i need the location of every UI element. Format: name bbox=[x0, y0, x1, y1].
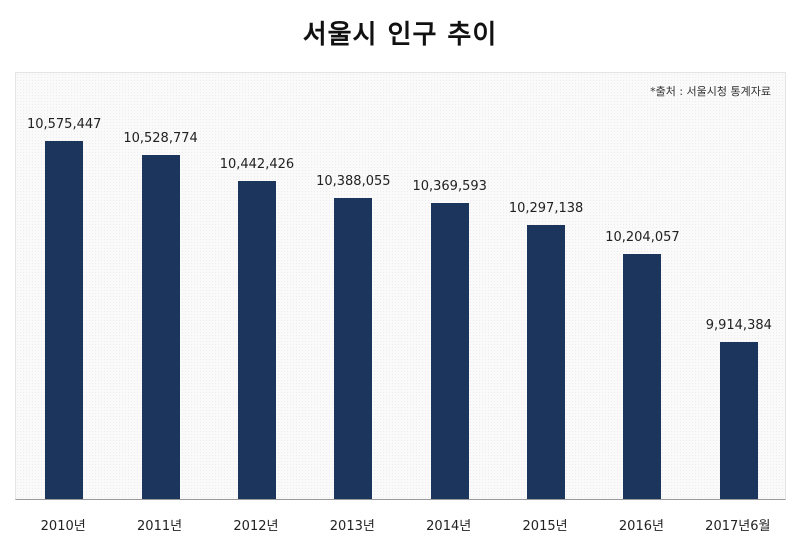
bar bbox=[237, 181, 276, 499]
bar bbox=[45, 140, 84, 499]
data-label: 10,388,055 bbox=[316, 173, 391, 189]
data-label: 10,369,593 bbox=[412, 179, 487, 195]
source-note: *출처 : 서울시청 통계자료 bbox=[650, 85, 771, 98]
chart-title: 서울시 인구 추이 bbox=[302, 20, 498, 50]
data-label: 10,528,774 bbox=[123, 130, 198, 146]
bar bbox=[141, 154, 180, 499]
bar bbox=[430, 203, 469, 499]
bar bbox=[623, 253, 662, 499]
plot-area: *출처 : 서울시청 통계자료 10,575,447 10,528,774 10,4… bbox=[15, 72, 786, 500]
data-label: 9,914,384 bbox=[705, 318, 772, 334]
x-tick-label: 2010년 bbox=[40, 519, 86, 534]
data-label: 10,204,057 bbox=[605, 229, 680, 245]
x-tick-label: 2011년 bbox=[137, 519, 183, 534]
bar bbox=[527, 225, 566, 499]
x-tick-label: 2014년 bbox=[426, 519, 472, 534]
x-tick-label: 2012년 bbox=[233, 519, 279, 534]
data-label: 10,575,447 bbox=[26, 116, 102, 132]
bar bbox=[334, 197, 373, 499]
data-label: 10,297,138 bbox=[508, 201, 584, 217]
bar bbox=[719, 342, 758, 499]
x-tick-label: 2015년 bbox=[522, 519, 568, 534]
x-tick-label: 2017년6월 bbox=[705, 519, 771, 534]
x-tick-label: 2016년 bbox=[618, 519, 664, 534]
data-label: 10,442,426 bbox=[219, 157, 295, 173]
x-tick-label: 2013년 bbox=[329, 519, 375, 534]
